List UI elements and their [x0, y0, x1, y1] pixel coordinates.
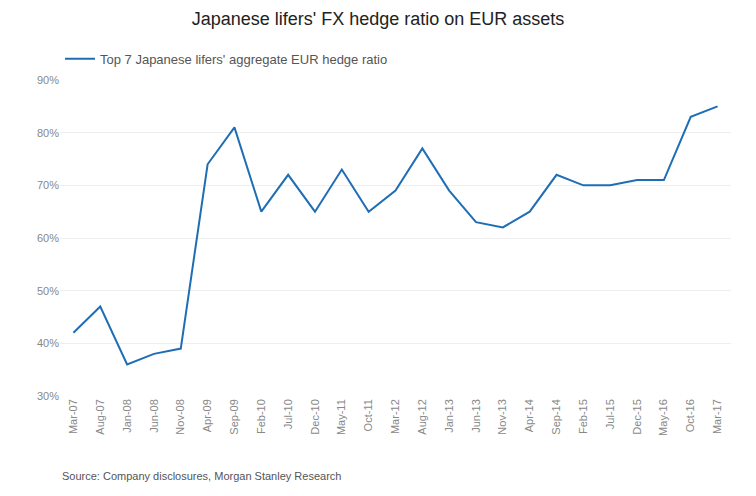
- svg-text:Jan-08: Jan-08: [121, 399, 133, 433]
- svg-text:May-16: May-16: [657, 399, 669, 436]
- svg-text:Aug-12: Aug-12: [416, 399, 428, 434]
- svg-text:Jul-15: Jul-15: [604, 399, 616, 429]
- svg-text:Feb-10: Feb-10: [255, 399, 267, 434]
- svg-text:30%: 30%: [37, 390, 59, 402]
- svg-text:Dec-15: Dec-15: [631, 399, 643, 434]
- svg-text:Source: Company disclosures, M: Source: Company disclosures, Morgan Stan…: [62, 470, 341, 482]
- svg-text:90%: 90%: [37, 74, 59, 86]
- svg-text:Dec-10: Dec-10: [309, 399, 321, 434]
- svg-text:Mar-07: Mar-07: [67, 399, 79, 434]
- svg-text:80%: 80%: [37, 127, 59, 139]
- svg-text:Sep-14: Sep-14: [550, 399, 562, 434]
- svg-text:Apr-09: Apr-09: [201, 399, 213, 432]
- svg-text:40%: 40%: [37, 337, 59, 349]
- svg-text:Oct-11: Oct-11: [362, 399, 374, 431]
- svg-text:Jun-13: Jun-13: [470, 399, 482, 433]
- svg-text:60%: 60%: [37, 232, 59, 244]
- svg-text:Nov-13: Nov-13: [496, 399, 508, 434]
- svg-text:Japanese lifers' FX hedge rati: Japanese lifers' FX hedge ratio on EUR a…: [192, 9, 565, 29]
- svg-text:Oct-16: Oct-16: [684, 399, 696, 432]
- svg-text:May-11: May-11: [335, 399, 347, 435]
- svg-text:Apr-14: Apr-14: [523, 399, 535, 432]
- svg-text:Feb-15: Feb-15: [577, 399, 589, 434]
- svg-text:70%: 70%: [37, 179, 59, 191]
- svg-text:Mar-17: Mar-17: [711, 399, 723, 434]
- svg-text:Mar-12: Mar-12: [389, 399, 401, 434]
- svg-text:Nov-08: Nov-08: [174, 399, 186, 434]
- svg-text:Jan-13: Jan-13: [443, 399, 455, 433]
- svg-text:Jul-10: Jul-10: [282, 399, 294, 429]
- svg-text:50%: 50%: [37, 285, 59, 297]
- svg-text:Sep-09: Sep-09: [228, 399, 240, 434]
- svg-text:Top 7 Japanese lifers' aggrega: Top 7 Japanese lifers' aggregate EUR hed…: [100, 52, 387, 67]
- svg-text:Aug-07: Aug-07: [94, 399, 106, 434]
- svg-text:Jun-08: Jun-08: [148, 399, 160, 433]
